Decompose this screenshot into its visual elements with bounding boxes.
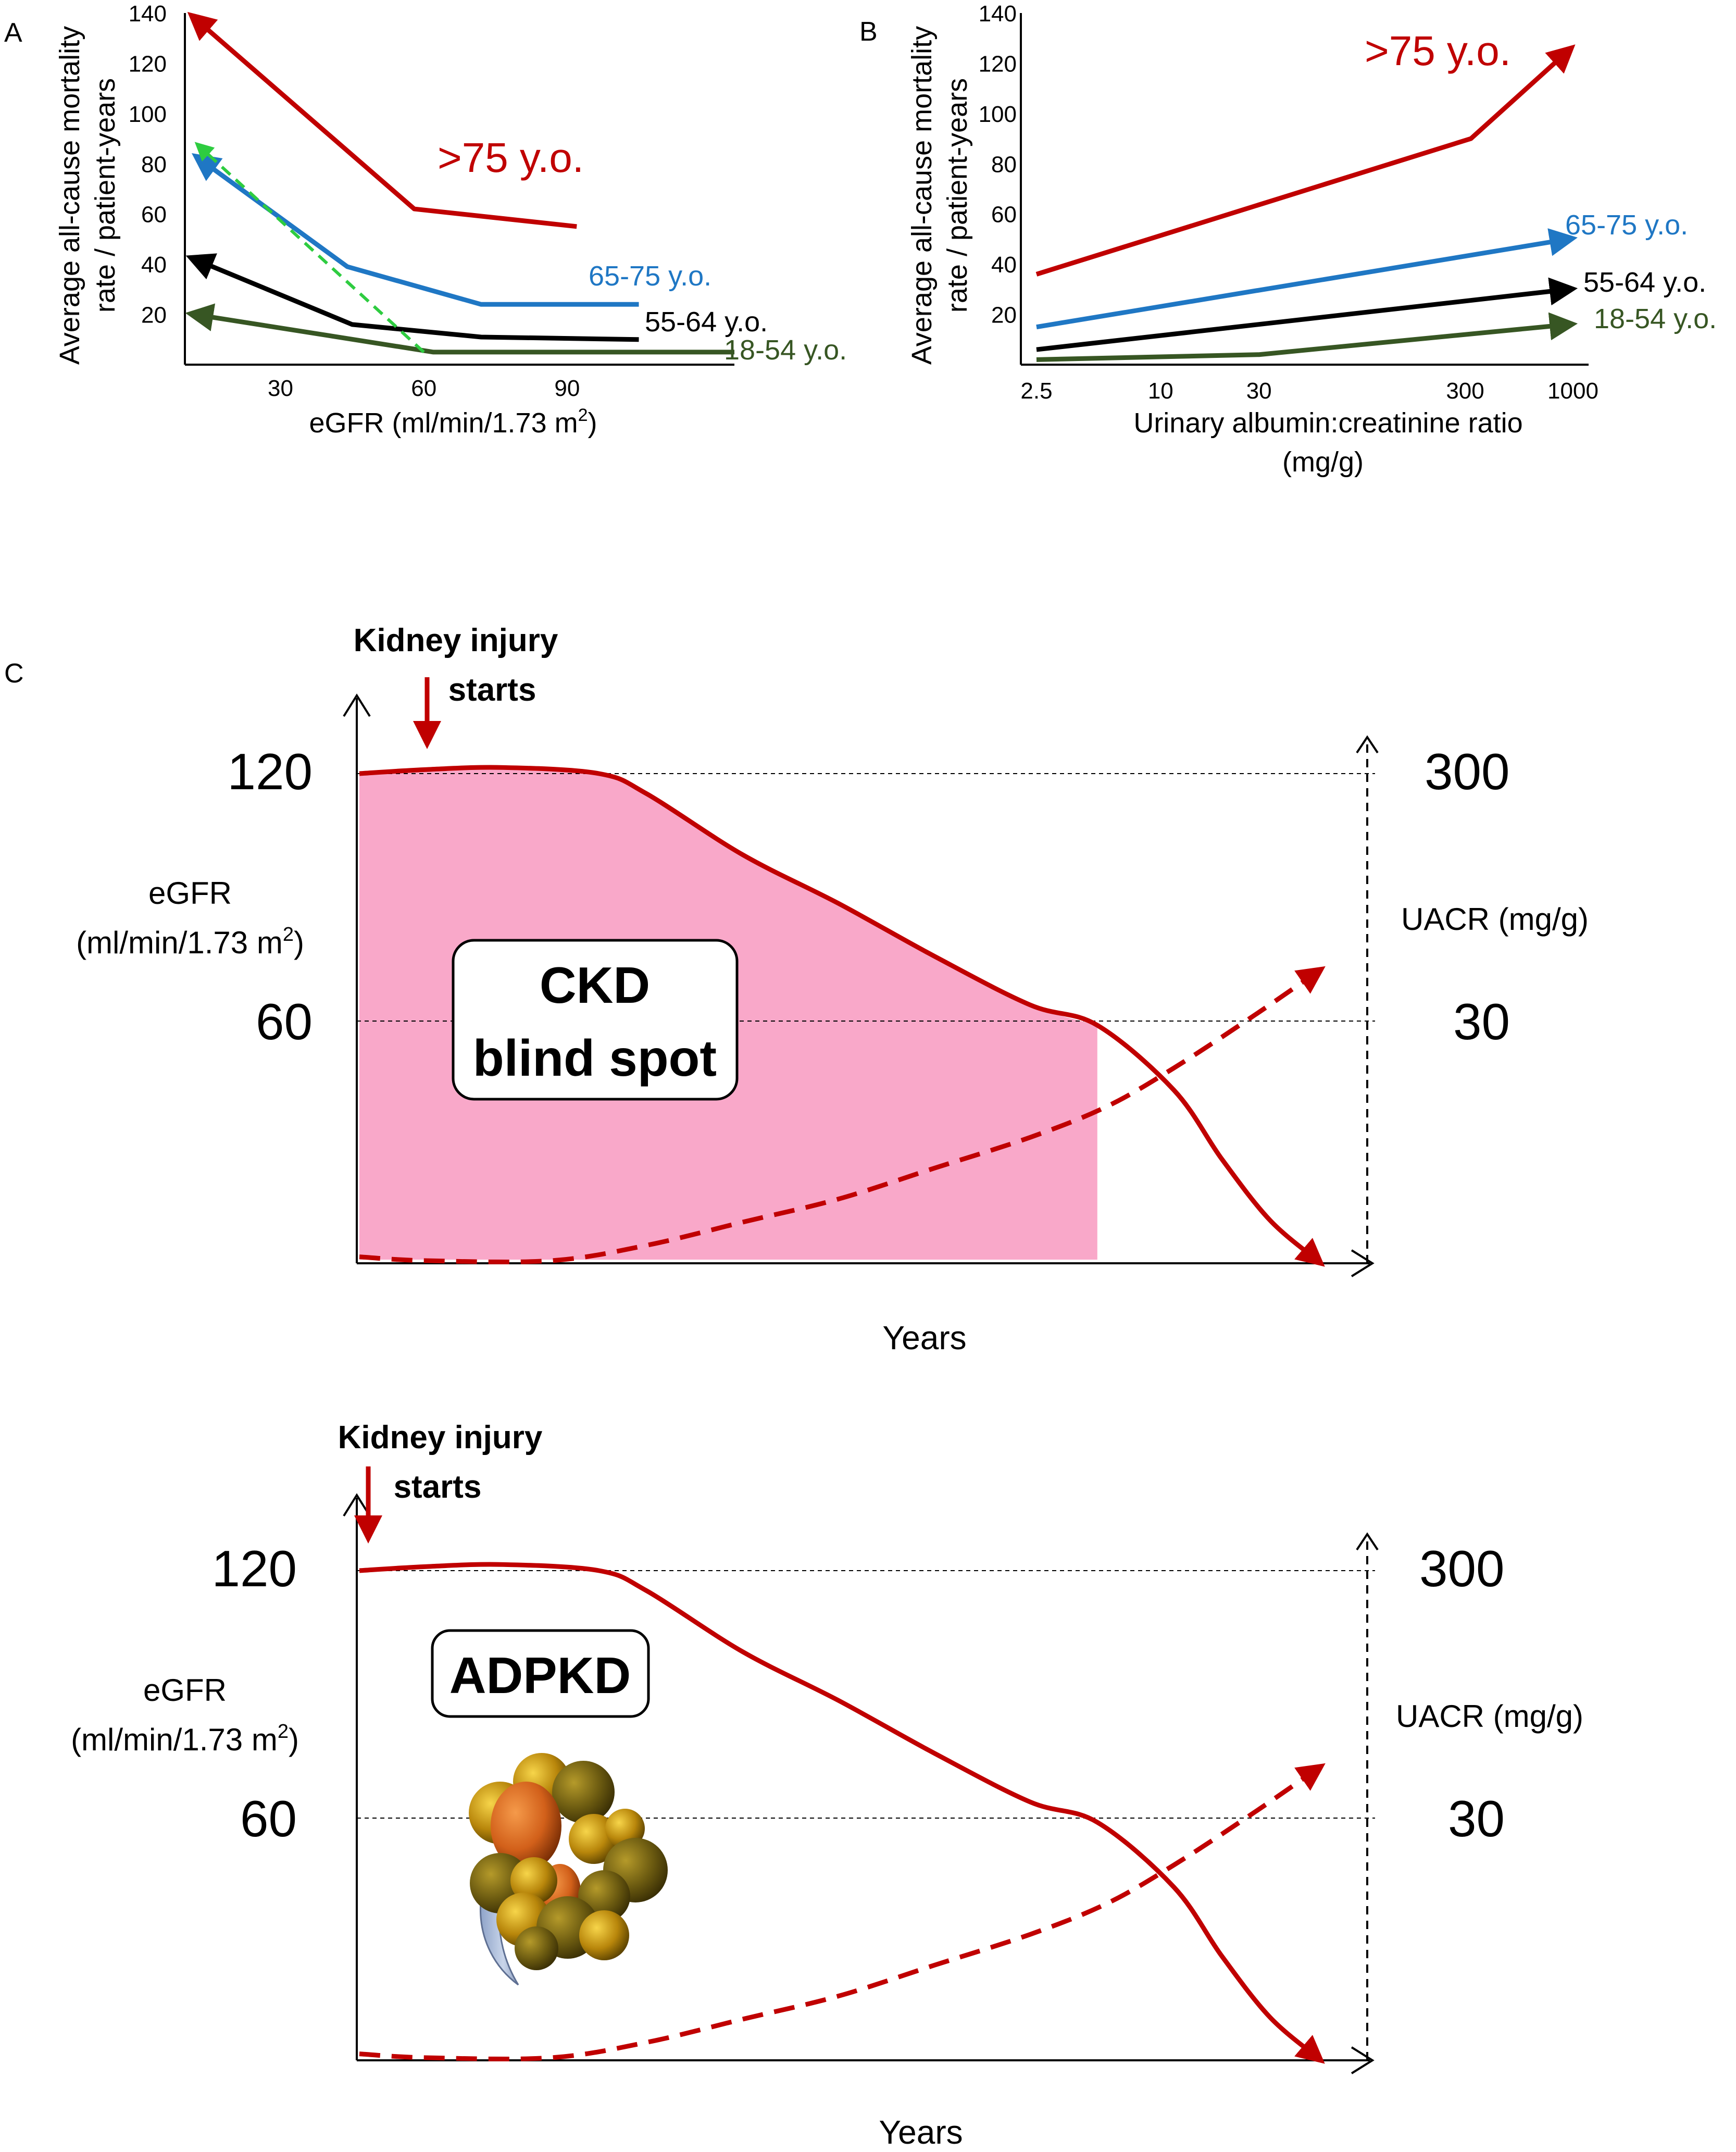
ct-uacr-curve <box>359 966 1326 1264</box>
chart-b-xtick-label: 10 <box>1148 378 1173 404</box>
ct-annotation-line1: Kidney injury <box>354 623 558 658</box>
chart-a-legend-over75: >75 y.o. <box>438 134 584 181</box>
chart-b-ytick-label: 60 <box>991 202 1017 228</box>
chart-b-xtick-label: 30 <box>1246 378 1272 404</box>
ckd-box-line1: CKD <box>540 956 650 1014</box>
ct-right-label: UACR (mg/g) <box>1401 902 1589 937</box>
chart-a-ytick-label: 60 <box>141 202 167 228</box>
chart-a-ytick-label: 40 <box>141 252 167 278</box>
chart-b-legend-18-54: 18-54 y.o. <box>1594 303 1717 334</box>
chart-b-ytick-label: 140 <box>979 1 1017 27</box>
ct-egfr-curve <box>359 765 1325 1267</box>
cb-xlabel: Years <box>879 2113 963 2151</box>
chart-a-series-line <box>185 303 734 355</box>
ct-left-label-tail: ) <box>294 925 304 960</box>
ckd-box-line2: blind spot <box>473 1029 717 1087</box>
cb-left-label-line1: eGFR <box>143 1673 227 1708</box>
polycystic-kidney-icon <box>469 1753 668 1986</box>
cb-tick-120: 120 <box>211 1540 297 1597</box>
cb-left-label-sup: 2 <box>278 1721 289 1743</box>
cb-annotation-line1: Kidney injury <box>338 1420 543 1456</box>
chart-a-series-line <box>191 153 639 307</box>
chart-b-ytick-label: 100 <box>979 102 1017 127</box>
cb-uacr-curve <box>359 1763 1326 2061</box>
ct-xlabel: Years <box>882 1319 966 1357</box>
chart-b-xlabel-line2: (mg/g) <box>1282 446 1364 478</box>
adpkd-box <box>431 1629 650 1718</box>
chart-a-xtick-label: 60 <box>411 376 436 401</box>
chart-b-series-line <box>1036 228 1578 330</box>
chart-b-legend-55-64: 55-64 y.o. <box>1583 267 1706 298</box>
chart-b: 20 40 60 80 100 120 140 2.5 10 30 300 1000 Average… <box>906 1 1717 478</box>
chart-b-series-line <box>1036 312 1578 362</box>
ct-tick-60: 60 <box>256 993 313 1050</box>
chart-b-xtick-label: 300 <box>1446 378 1484 404</box>
chart-a-ytick-label: 120 <box>129 51 167 77</box>
chart-a-ytick-label: 140 <box>129 1 167 27</box>
chart-b-ylabel-line1: Average all-cause mortality <box>906 26 938 365</box>
ct-x-axis-arrowhead <box>1351 1249 1375 1277</box>
chart-a-xtick-label: 90 <box>554 376 580 401</box>
chart-a-ytick-label: 100 <box>129 102 167 127</box>
chart-a-xlabel-sup: 2 <box>578 405 588 425</box>
cb-right-axis-arrowhead <box>1356 1532 1379 1551</box>
chart-b-ylabel-line2: rate / patient-years <box>942 78 973 313</box>
chart-a-series-line <box>185 253 639 342</box>
chart-a-xtick-label: 30 <box>268 376 293 401</box>
ct-left-label-line2: (ml/min/1.73 m2) <box>76 924 304 960</box>
chart-c-top: 120 60 300 30 eGFR (ml/min/1.73 m2) UACR… <box>76 623 1589 1357</box>
ct-tick-30: 30 <box>1453 993 1510 1050</box>
chart-b-legend-over75: >75 y.o. <box>1365 28 1511 74</box>
ct-left-label-main: (ml/min/1.73 m <box>76 925 283 960</box>
chart-b-ytick-label: 40 <box>991 252 1017 278</box>
panel-label-c: C <box>4 658 24 689</box>
ct-left-axis-arrowhead <box>343 693 371 717</box>
cb-left-label-tail: ) <box>289 1722 299 1757</box>
chart-a-legend-65-75: 65-75 y.o. <box>589 260 711 292</box>
cb-egfr-curve <box>359 1562 1325 2064</box>
ct-right-axis-arrowhead <box>1356 735 1379 754</box>
chart-a-legend-55-64: 55-64 y.o. <box>645 306 768 338</box>
cb-annotation-line2: starts <box>394 1469 482 1505</box>
chart-a-xlabel: eGFR (ml/min/1.73 m2) <box>309 405 597 439</box>
chart-b-xtick-label: 2.5 <box>1020 378 1052 404</box>
cb-left-label-main: (ml/min/1.73 m <box>71 1722 278 1757</box>
ct-left-label-sup: 2 <box>283 924 294 946</box>
ckd-blind-spot-box <box>452 939 739 1101</box>
cb-left-label-line2: (ml/min/1.73 m2) <box>71 1721 299 1757</box>
chart-b-ytick-label: 120 <box>979 51 1017 77</box>
chart-c-bottom: 120 60 300 30 eGFR (ml/min/1.73 m2) UACR… <box>71 1420 1583 2151</box>
chart-a-dashed-trend <box>194 142 425 354</box>
panel-label-a: A <box>4 18 22 48</box>
cb-left-axis-arrowhead <box>343 1493 371 1517</box>
chart-b-series-line <box>1036 277 1578 352</box>
chart-a-series-line <box>187 11 577 229</box>
chart-a-ylabel-line1: Average all-cause mortality <box>54 26 85 365</box>
adpkd-box-label: ADPKD <box>449 1647 631 1704</box>
panel-label-b: B <box>859 17 878 47</box>
chart-a: 20 40 60 80 100 120 140 30 60 90 Average all-cau… <box>54 1 847 439</box>
chart-b-ytick-label: 80 <box>991 152 1017 177</box>
cb-tick-300: 300 <box>1419 1540 1505 1597</box>
chart-a-legend-18-54: 18-54 y.o. <box>724 334 847 366</box>
ct-annotation-line2: starts <box>448 672 536 708</box>
ct-left-label-line1: eGFR <box>148 876 232 911</box>
cb-tick-30: 30 <box>1448 1790 1505 1847</box>
chart-b-xtick-label: 1000 <box>1547 378 1598 404</box>
ct-tick-300: 300 <box>1425 743 1510 800</box>
chart-a-ytick-label: 80 <box>141 152 167 177</box>
ct-tick-120: 120 <box>227 743 313 800</box>
chart-a-ytick-label: 20 <box>141 303 167 328</box>
cb-tick-60: 60 <box>240 1790 297 1847</box>
chart-b-ytick-label: 20 <box>991 303 1017 328</box>
chart-b-series-line <box>1035 44 1576 277</box>
chart-b-legend-65-75: 65-75 y.o. <box>1565 209 1688 241</box>
chart-a-xlabel-tail: ) <box>588 407 597 439</box>
chart-b-xlabel-line1: Urinary albumin:creatinine ratio <box>1133 407 1522 439</box>
chart-a-ylabel-line2: rate / patient-years <box>90 78 121 313</box>
chart-a-xlabel-main: eGFR (ml/min/1.73 m <box>309 407 578 439</box>
cb-x-axis-arrowhead <box>1351 2046 1375 2074</box>
cb-right-label: UACR (mg/g) <box>1396 1699 1583 1734</box>
